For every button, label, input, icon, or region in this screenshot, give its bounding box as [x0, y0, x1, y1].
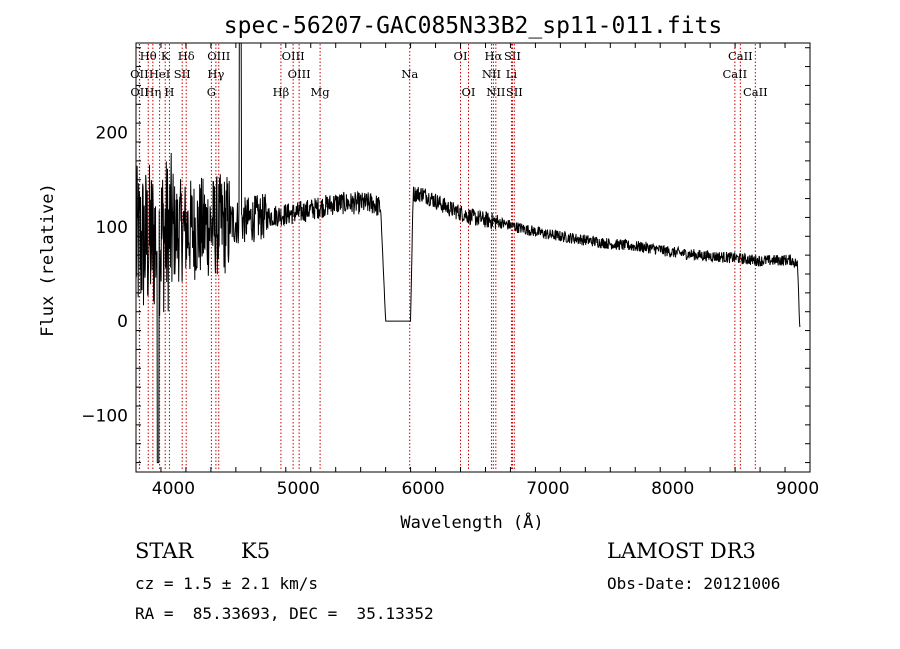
spectral-line-label: Hδ: [178, 49, 195, 63]
spectral-line-label: Hβ: [273, 85, 290, 99]
axis-ticks: 4000 5000 6000 7000 8000 9000 −100 0 100 200: [81, 43, 819, 499]
spectral-line-label: NII: [482, 67, 501, 81]
spectral-line-label: Hη: [144, 85, 161, 99]
x-tick-label: 7000: [526, 479, 569, 499]
spectral-line-label: CaII: [722, 67, 747, 81]
spectral-line-label: OII: [130, 67, 149, 81]
spectral-line-label: OI: [454, 49, 468, 63]
spectral-line-label: OI: [462, 85, 476, 99]
x-tick-label: 5000: [277, 479, 320, 499]
spectral-line-label: CaII: [743, 85, 768, 99]
spectral-line-label: Mg: [311, 85, 331, 99]
object-class: STAR: [135, 539, 194, 563]
spectrum-line: [135, 42, 801, 464]
spectrum-layer: [135, 42, 801, 464]
spectral-line-label: K: [161, 49, 170, 63]
x-tick-label: 4000: [152, 479, 195, 499]
spectral-line-label: Li: [506, 67, 518, 81]
x-tick-label: 6000: [401, 479, 444, 499]
spectral-line-label: HeI: [149, 67, 170, 81]
y-tick-label: −100: [81, 406, 128, 426]
spectral-line-label: OIII: [282, 49, 305, 63]
spectral-line-label: G: [207, 85, 216, 99]
spectral-line-label: SII: [504, 49, 521, 63]
spectral-line-label: Hθ: [140, 49, 157, 63]
x-axis-label: Wavelength (Å): [400, 511, 543, 533]
plot-frame: [135, 42, 811, 473]
x-tick-label: 8000: [651, 479, 694, 499]
y-tick-label: 200: [96, 124, 128, 144]
y-tick-label: 0: [117, 312, 128, 332]
spectral-line-label: OIII: [288, 67, 311, 81]
spectral-line-label: OIII: [207, 49, 230, 63]
spectral-line-label: Hα: [484, 49, 502, 63]
spectral-line-label: OII: [130, 85, 149, 99]
chart-title: spec-56207-GAC085N33B2_sp11-011.fits: [224, 13, 723, 39]
redshift-velocity: cz = 1.5 ± 2.1 km/s: [135, 574, 319, 593]
spectral-line-label: Hγ: [207, 67, 224, 81]
y-axis-label: Flux (relative): [38, 183, 58, 337]
spectral-line-label: CaII: [728, 49, 753, 63]
x-tick-label: 9000: [776, 479, 819, 499]
spectral-line-label: H: [164, 85, 174, 99]
sky-coordinates: RA = 85.33693, DEC = 35.13352: [135, 604, 434, 623]
survey-name: LAMOST DR3: [607, 539, 756, 563]
spectral-subclass: K5: [241, 539, 271, 563]
y-tick-label: 100: [96, 218, 128, 238]
spectral-line-label: SII: [506, 85, 523, 99]
spectral-line-label: SII: [174, 67, 191, 81]
observation-date: Obs-Date: 20121006: [607, 574, 781, 593]
spectral-line-label: Na: [401, 67, 418, 81]
spectral-line-label: NII: [486, 85, 505, 99]
